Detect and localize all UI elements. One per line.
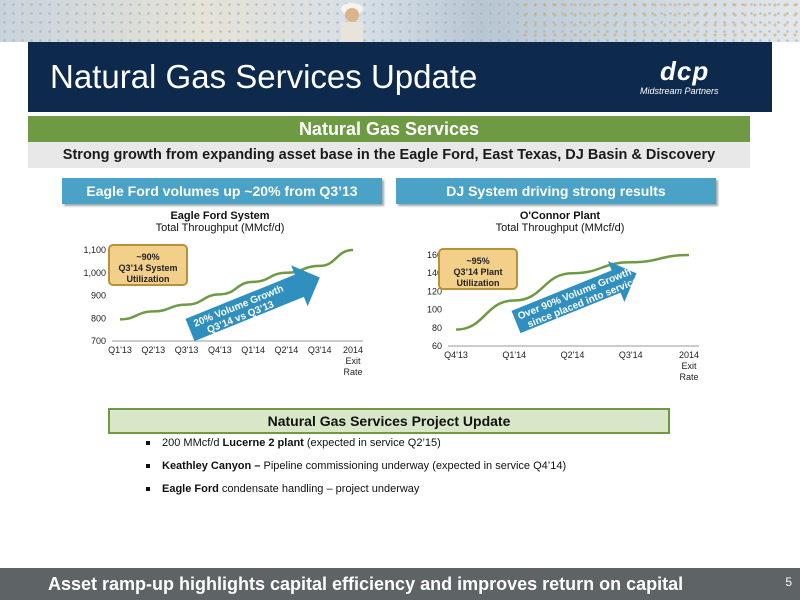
chart-1-y-tick: 900 xyxy=(91,291,106,301)
chart-2-x-tick: Q2'14 xyxy=(561,350,585,360)
chart-1-x-tick: Q2'14 xyxy=(275,345,299,355)
chart-1-x-tick: Exit xyxy=(345,356,361,366)
growth-arrow-left: 20% Volume Growth Q3’14 vs Q3’13 xyxy=(185,265,320,342)
section-subtitle: Strong growth from expanding asset base … xyxy=(28,142,750,168)
worker-photo-icon xyxy=(341,3,363,42)
oconnor-chart: 60 80 100 120 140 160 Q4'13 Q1'14 Q2'14 Q3'14 2014… xyxy=(427,250,699,382)
chart-1-x-tick: Q4'13 xyxy=(208,345,232,355)
chart-1-x-tick: Q1'14 xyxy=(241,345,265,355)
section-heading: Natural Gas Services xyxy=(28,116,750,142)
chart-2-x-tick: Q1'14 xyxy=(502,350,526,360)
chart-1-x-tick: 2014 xyxy=(343,345,363,355)
utilization-callout-left: ~90% Q3’14 System Utilization xyxy=(108,244,188,286)
chart-1-y-tick: 700 xyxy=(91,336,106,346)
logo-subtitle: Midstream Partners xyxy=(640,86,719,96)
chart-1-title: Eagle Ford System xyxy=(170,210,270,222)
title-bar: Natural Gas Services Update dcp Midstrea… xyxy=(28,42,772,112)
chart-2-y-tick: 120 xyxy=(427,286,442,296)
chart-1-y-tick: 800 xyxy=(91,313,106,323)
footer-bar: Asset ramp-up highlights capital efficie… xyxy=(0,568,800,600)
chart-1-x-tick: Q1'13 xyxy=(108,345,132,355)
chart-2-y-tick: 100 xyxy=(427,305,442,315)
chart-2-x-tick: Exit xyxy=(681,361,697,371)
chart-2-series-line xyxy=(455,253,690,331)
chart-1-title-block: Eagle Ford System Total Throughput (MMcf… xyxy=(140,210,300,234)
utilization-callout-right: ~95% Q3’14 Plant Utilization xyxy=(438,248,518,290)
chart-1-series-line xyxy=(119,248,354,321)
chart-2-y-tick: 160 xyxy=(427,250,442,260)
chart-2-x-tick: Q3'14 xyxy=(619,350,643,360)
chart-2-x-tick: Rate xyxy=(679,372,698,382)
chart-2-x-tick: Q4'13 xyxy=(444,350,468,360)
chart-2-y-tick: 60 xyxy=(432,341,442,351)
header-photo-strip xyxy=(0,0,800,42)
chart-1-x-tick: Q3'13 xyxy=(175,345,199,355)
chart-1-x-tick: Q2'13 xyxy=(141,345,165,355)
project-bullet: Keathley Canyon – Pipeline commissioning… xyxy=(140,459,700,473)
logo-brand: dcp xyxy=(660,56,710,86)
project-bullet: Eagle Ford condensate handling – project… xyxy=(140,482,700,496)
footer-message: Asset ramp-up highlights capital efficie… xyxy=(48,574,684,594)
chart-2-title-block: O'Connor Plant Total Throughput (MMcf/d) xyxy=(470,210,650,234)
chart-2-title: O'Connor Plant xyxy=(519,210,601,222)
chart-1-x-tick: Q3'14 xyxy=(308,345,332,355)
chart-2-y-tick: 140 xyxy=(427,268,442,278)
eagle-ford-chart: 700 800 900 1,000 1,100 Q1'13 Q2'13 Q3'13 Q4'13 Q… xyxy=(83,245,363,377)
chart-1-y-tick: 1,100 xyxy=(83,245,106,255)
chart-2-subtitle: Total Throughput (MMcf/d) xyxy=(495,222,625,234)
project-bullet: 200 MMcf/d Lucerne 2 plant (expected in … xyxy=(140,436,700,450)
company-logo: dcp Midstream Partners xyxy=(640,56,750,102)
dj-system-label: DJ System driving strong results xyxy=(396,178,716,204)
chart-2-x-tick: 2014 xyxy=(679,350,699,360)
page-number: 5 xyxy=(785,575,792,589)
page-title: Natural Gas Services Update xyxy=(50,58,478,95)
project-bullet-list: 200 MMcf/d Lucerne 2 plant (expected in … xyxy=(140,436,700,505)
project-update-heading: Natural Gas Services Project Update xyxy=(108,408,670,434)
eagle-ford-label: Eagle Ford volumes up ~20% from Q3’13 xyxy=(62,178,382,204)
chart-1-y-tick: 1,000 xyxy=(83,268,106,278)
chart-2-y-tick: 80 xyxy=(432,323,442,333)
growth-arrow-right: Over 90% Volume Growth since placed into… xyxy=(511,261,640,334)
chart-1-x-tick: Rate xyxy=(343,367,362,377)
chart-1-subtitle: Total Throughput (MMcf/d) xyxy=(155,222,285,234)
